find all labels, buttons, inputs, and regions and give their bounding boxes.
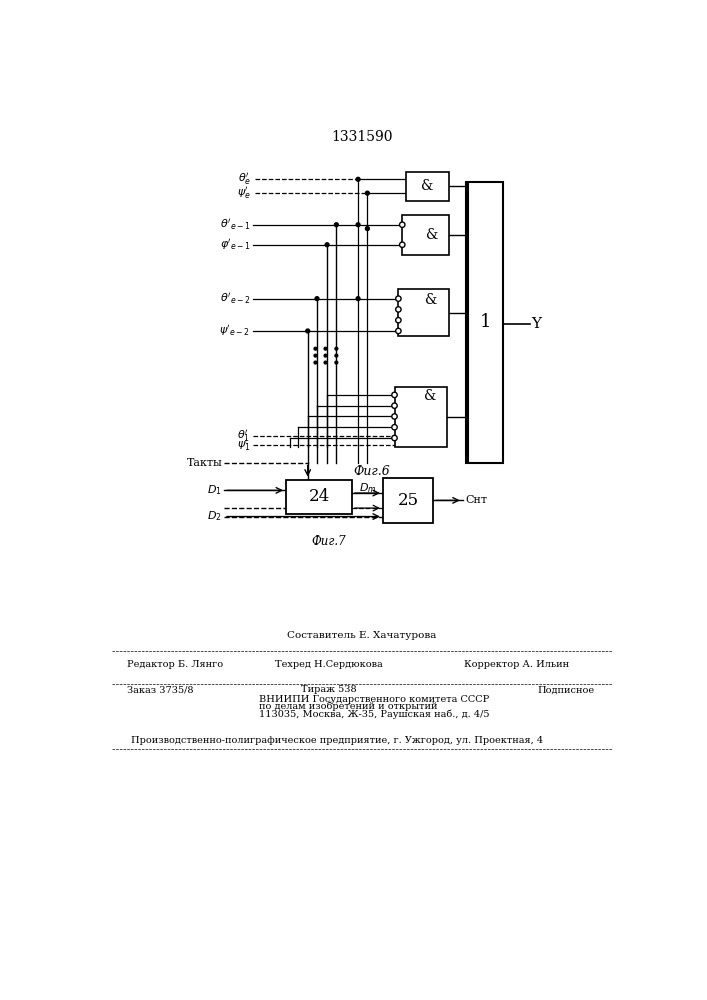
Bar bbox=[395, 387, 448, 447]
Text: $\psi'_{e-2}$: $\psi'_{e-2}$ bbox=[219, 323, 250, 338]
Text: Снт: Снт bbox=[466, 495, 488, 505]
Text: Тираж 538: Тираж 538 bbox=[300, 685, 356, 694]
Circle shape bbox=[396, 296, 401, 301]
Circle shape bbox=[314, 347, 317, 350]
Text: ВНИИПИ Государственного комитета СССР: ВНИИПИ Государственного комитета СССР bbox=[259, 695, 489, 704]
Circle shape bbox=[335, 347, 338, 350]
Circle shape bbox=[325, 243, 329, 247]
Text: Редактор Б. Лянго: Редактор Б. Лянго bbox=[127, 660, 223, 669]
Bar bbox=[398, 289, 449, 336]
Circle shape bbox=[305, 329, 310, 333]
Text: $\theta_1'$: $\theta_1'$ bbox=[238, 428, 250, 444]
Text: Техред Н.Сердюкова: Техред Н.Сердюкова bbox=[275, 660, 382, 669]
Text: &: & bbox=[424, 389, 436, 403]
Text: Фиг.7: Фиг.7 bbox=[311, 535, 346, 548]
Text: &: & bbox=[421, 179, 433, 193]
Circle shape bbox=[392, 414, 397, 419]
Bar bbox=[406, 172, 449, 201]
Circle shape bbox=[356, 177, 360, 181]
Text: Производственно-полиграфическое предприятие, г. Ужгород, ул. Проектная, 4: Производственно-полиграфическое предприя… bbox=[131, 736, 543, 745]
Text: $\theta'_{e-1}$: $\theta'_{e-1}$ bbox=[221, 217, 251, 232]
Text: $\psi_1'$: $\psi_1'$ bbox=[237, 437, 250, 453]
Text: 24: 24 bbox=[308, 488, 329, 505]
Text: &: & bbox=[426, 228, 438, 242]
Bar bbox=[286, 480, 352, 514]
Bar bbox=[402, 215, 449, 255]
Bar bbox=[383, 478, 433, 523]
Text: 1331590: 1331590 bbox=[331, 130, 392, 144]
Text: 25: 25 bbox=[397, 492, 419, 509]
Circle shape bbox=[392, 435, 397, 441]
Circle shape bbox=[334, 223, 339, 227]
Circle shape bbox=[335, 361, 338, 364]
Circle shape bbox=[356, 223, 360, 227]
Circle shape bbox=[392, 403, 397, 408]
Text: Корректор А. Ильин: Корректор А. Ильин bbox=[464, 660, 569, 669]
Circle shape bbox=[314, 354, 317, 357]
Text: $\psi_e'$: $\psi_e'$ bbox=[238, 185, 251, 201]
Text: &: & bbox=[425, 293, 438, 307]
Text: $\theta'_{e-2}$: $\theta'_{e-2}$ bbox=[220, 291, 250, 306]
Circle shape bbox=[324, 361, 327, 364]
Circle shape bbox=[314, 361, 317, 364]
Text: по делам изобретений и открытий: по делам изобретений и открытий bbox=[259, 702, 438, 711]
Text: Подписное: Подписное bbox=[538, 685, 595, 694]
Circle shape bbox=[399, 222, 405, 227]
Text: Y: Y bbox=[532, 317, 542, 331]
Circle shape bbox=[324, 347, 327, 350]
Text: $D_2$: $D_2$ bbox=[207, 510, 222, 523]
Circle shape bbox=[315, 297, 319, 301]
Circle shape bbox=[324, 354, 327, 357]
Text: $\theta_e'$: $\theta_e'$ bbox=[238, 171, 251, 187]
Text: $\varphi'_{e-1}$: $\varphi'_{e-1}$ bbox=[220, 237, 251, 252]
Text: Составитель Е. Хачатурова: Составитель Е. Хачатурова bbox=[287, 631, 437, 640]
Text: Фиг.6: Фиг.6 bbox=[353, 465, 390, 478]
Bar bbox=[468, 182, 503, 463]
Text: $D_m$: $D_m$ bbox=[358, 482, 376, 495]
Circle shape bbox=[335, 354, 338, 357]
Circle shape bbox=[396, 318, 401, 323]
Circle shape bbox=[396, 307, 401, 312]
Text: Такты: Такты bbox=[187, 458, 223, 468]
Circle shape bbox=[392, 425, 397, 430]
Text: Заказ 3735/8: Заказ 3735/8 bbox=[127, 685, 194, 694]
Circle shape bbox=[396, 328, 401, 334]
Circle shape bbox=[356, 297, 360, 301]
Text: 1: 1 bbox=[480, 313, 491, 331]
Circle shape bbox=[366, 191, 369, 195]
Text: $D_1$: $D_1$ bbox=[207, 483, 222, 497]
Circle shape bbox=[399, 242, 405, 247]
Circle shape bbox=[392, 392, 397, 398]
Circle shape bbox=[366, 227, 369, 230]
Text: 113035, Москва, Ж-35, Раушская наб., д. 4/5: 113035, Москва, Ж-35, Раушская наб., д. … bbox=[259, 710, 489, 719]
